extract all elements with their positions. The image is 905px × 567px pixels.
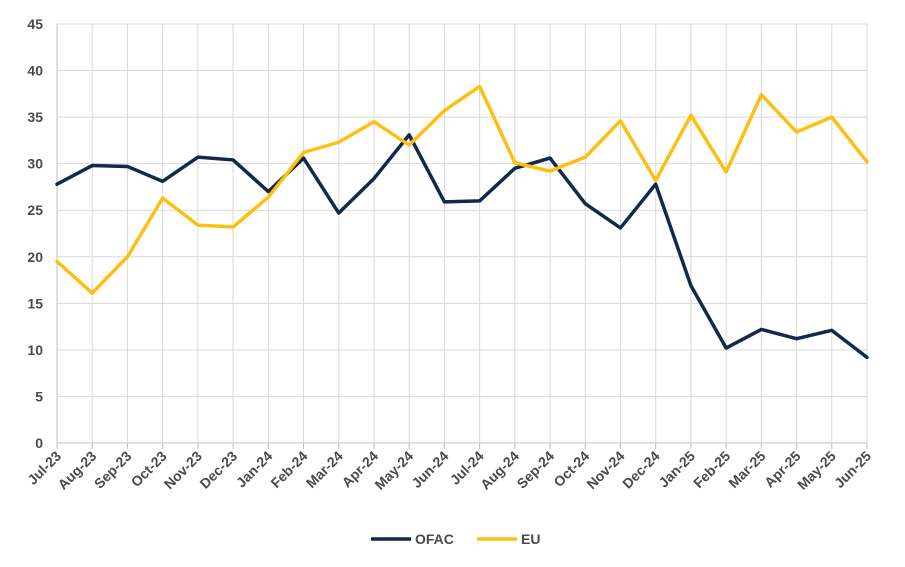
y-tick-label: 30 xyxy=(27,156,43,172)
y-tick-label: 10 xyxy=(27,342,43,358)
y-tick-label: 0 xyxy=(35,435,43,451)
x-tick-label: Jan-24 xyxy=(233,448,276,491)
y-tick-label: 15 xyxy=(27,295,43,311)
x-tick-label: Sep-24 xyxy=(513,448,557,492)
x-tick-label: Jun-25 xyxy=(831,448,874,491)
x-tick-label: Mar-24 xyxy=(303,448,346,491)
y-tick-label: 20 xyxy=(27,249,43,265)
legend-label-eu: EU xyxy=(521,531,540,547)
x-tick-label: Jun-24 xyxy=(408,448,451,491)
x-tick-label: May-24 xyxy=(371,448,416,493)
legend-label-ofac: OFAC xyxy=(415,531,454,547)
x-tick-label: Aug-23 xyxy=(54,448,99,493)
series-line-eu xyxy=(55,84,869,295)
x-tick-label: Jan-25 xyxy=(655,448,698,491)
x-tick-label: Feb-24 xyxy=(267,448,310,491)
y-tick-label: 35 xyxy=(27,109,43,125)
x-tick-label: Dec-23 xyxy=(196,448,240,492)
x-tick-label: Sep-23 xyxy=(91,448,135,492)
x-tick-label: Mar-25 xyxy=(725,448,768,491)
x-tick-label: Nov-24 xyxy=(583,448,627,492)
x-tick-label: Aug-24 xyxy=(477,448,522,493)
x-tick-label: Nov-23 xyxy=(161,448,205,492)
x-tick-label: Dec-24 xyxy=(619,448,663,492)
legend: OFAC EU xyxy=(371,531,540,547)
series-lines xyxy=(55,84,869,360)
gridlines xyxy=(56,23,868,449)
x-tick-label: Feb-25 xyxy=(690,448,733,491)
y-tick-label: 45 xyxy=(27,16,43,32)
y-tick-label: 5 xyxy=(35,388,43,404)
series-line-ofac xyxy=(55,133,869,360)
x-tick-label: May-25 xyxy=(794,448,839,493)
y-tick-label: 25 xyxy=(27,202,43,218)
y-axis-ticks: 0 5 10 15 20 25 30 35 40 45 xyxy=(27,16,43,451)
y-tick-label: 40 xyxy=(27,63,43,79)
x-axis-ticks: Jul-23Aug-23Sep-23Oct-23Nov-23Dec-23Jan-… xyxy=(24,448,874,493)
